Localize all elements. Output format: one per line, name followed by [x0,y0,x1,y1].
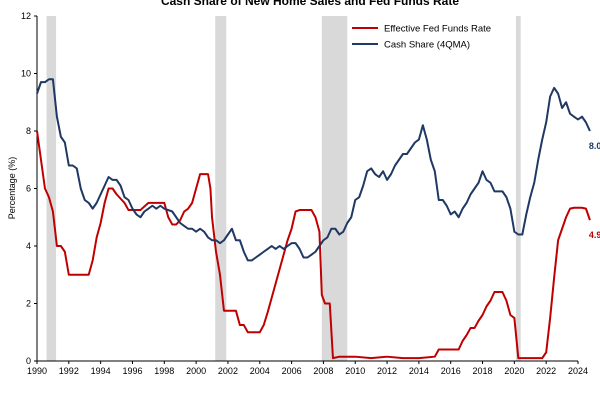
x-tick-label-2018: 2018 [473,366,493,376]
x-tick-label-1990: 1990 [27,366,47,376]
x-tick-label-2002: 2002 [218,366,238,376]
y-axis-title: Percentage (%) [7,157,17,220]
legend-label-1: Cash Share (4QMA) [384,40,470,51]
y-tick-label-2: 2 [26,299,31,309]
x-tick-label-2020: 2020 [504,366,524,376]
y-tick-label-10: 10 [21,69,31,79]
y-tick-label-0: 0 [26,356,31,366]
series-line-0 [36,130,591,360]
series-line-1 [36,78,591,262]
series-lines [36,78,591,360]
recession-band-1 [215,16,227,361]
x-tick-label-1996: 1996 [122,366,142,376]
x-tick-label-1992: 1992 [59,366,79,376]
end-label-0: 4.9% [589,230,600,240]
recession-band-0 [46,16,57,361]
axes: 0 2 4 6 8 10 12 1990 1992 1994 1996 1998 2000 2002 200… [21,11,588,376]
recession-band-2 [321,16,348,361]
x-tick-label-2008: 2008 [313,366,333,376]
x-tick-label-2024: 2024 [568,366,588,376]
x-tick-label-2014: 2014 [409,366,429,376]
x-tick-label-2022: 2022 [536,366,556,376]
y-tick-label-4: 4 [26,241,31,251]
end-labels: 4.9% 8.0% [589,141,600,240]
recession-bands [46,16,521,361]
x-tick-label-2010: 2010 [345,366,365,376]
x-tick-label-1998: 1998 [154,366,174,376]
end-label-1: 8.0% [589,141,600,151]
recession-band-3 [515,16,521,361]
chart-title: Cash Share of New Home Sales and Fed Fun… [161,0,459,8]
x-tick-label-2006: 2006 [282,366,302,376]
legend-label-0: Effective Fed Funds Rate [384,24,491,35]
y-tick-label-12: 12 [21,11,31,21]
legend: Effective Fed Funds Rate Cash Share (4QMA… [352,24,491,51]
y-tick-label-6: 6 [26,184,31,194]
x-tick-label-2012: 2012 [377,366,397,376]
x-tick-label-2000: 2000 [186,366,206,376]
x-tick-label-2004: 2004 [250,366,270,376]
y-tick-label-8: 8 [26,126,31,136]
x-tick-label-2016: 2016 [441,366,461,376]
x-tick-label-1994: 1994 [91,366,111,376]
